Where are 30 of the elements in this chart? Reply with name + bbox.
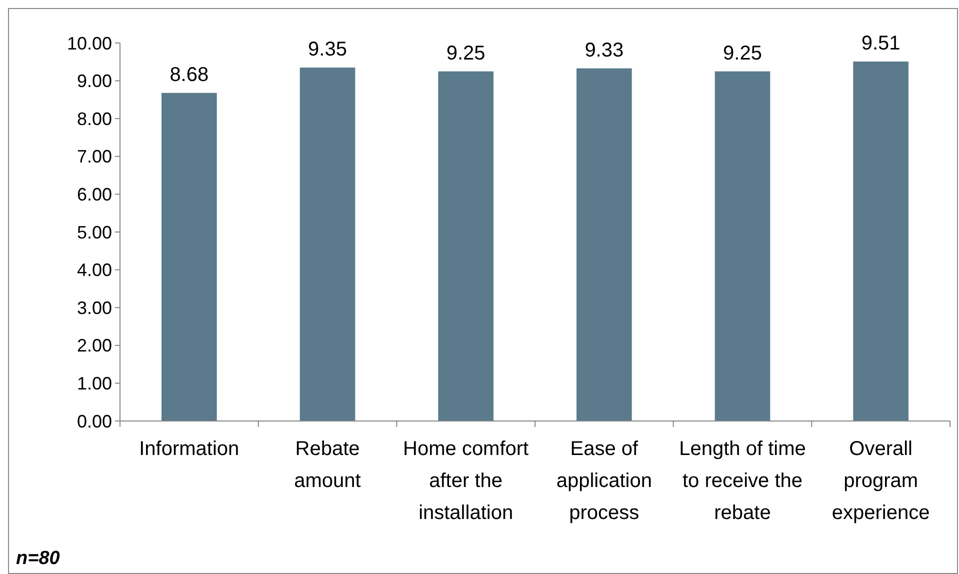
x-tick-label: Ease of application process <box>556 438 652 524</box>
y-tick-label: 9.00 <box>76 71 112 92</box>
y-tick-label: 10.00 <box>66 33 112 54</box>
y-tick-label: 6.00 <box>76 184 112 204</box>
y-tick-label: 1.00 <box>76 374 112 394</box>
data-label: 9.51 <box>861 32 900 55</box>
text: n=80 <box>16 548 60 569</box>
y-tick-label: 3.00 <box>76 298 112 318</box>
bar <box>853 62 908 421</box>
data-label: 9.25 <box>446 42 486 64</box>
bar <box>300 68 356 421</box>
data-label: 9.25 <box>723 42 762 64</box>
data-label: 9.33 <box>584 39 624 62</box>
x-tick-label: Overall program experience <box>832 438 930 524</box>
y-tick-label: 8.00 <box>76 108 112 129</box>
x-tick-label: Length of time to receive the rebate <box>679 438 806 524</box>
bar <box>576 68 632 421</box>
bar <box>714 71 770 421</box>
y-tick-label: 7.00 <box>76 146 112 167</box>
y-tick-label: 4.00 <box>76 260 112 280</box>
bar <box>162 92 217 421</box>
x-tick-label: Home comfort after the installation <box>403 438 530 524</box>
data-label: 8.68 <box>170 64 209 86</box>
x-tick-label: Rebate amount <box>294 438 362 492</box>
data-label: 9.35 <box>308 38 347 61</box>
y-tick-label: 2.00 <box>76 336 112 356</box>
x-tick-label: Information <box>139 438 240 460</box>
y-tick-label: 5.00 <box>76 222 112 242</box>
bar <box>438 71 494 421</box>
y-tick-label: 0.00 <box>76 411 112 432</box>
